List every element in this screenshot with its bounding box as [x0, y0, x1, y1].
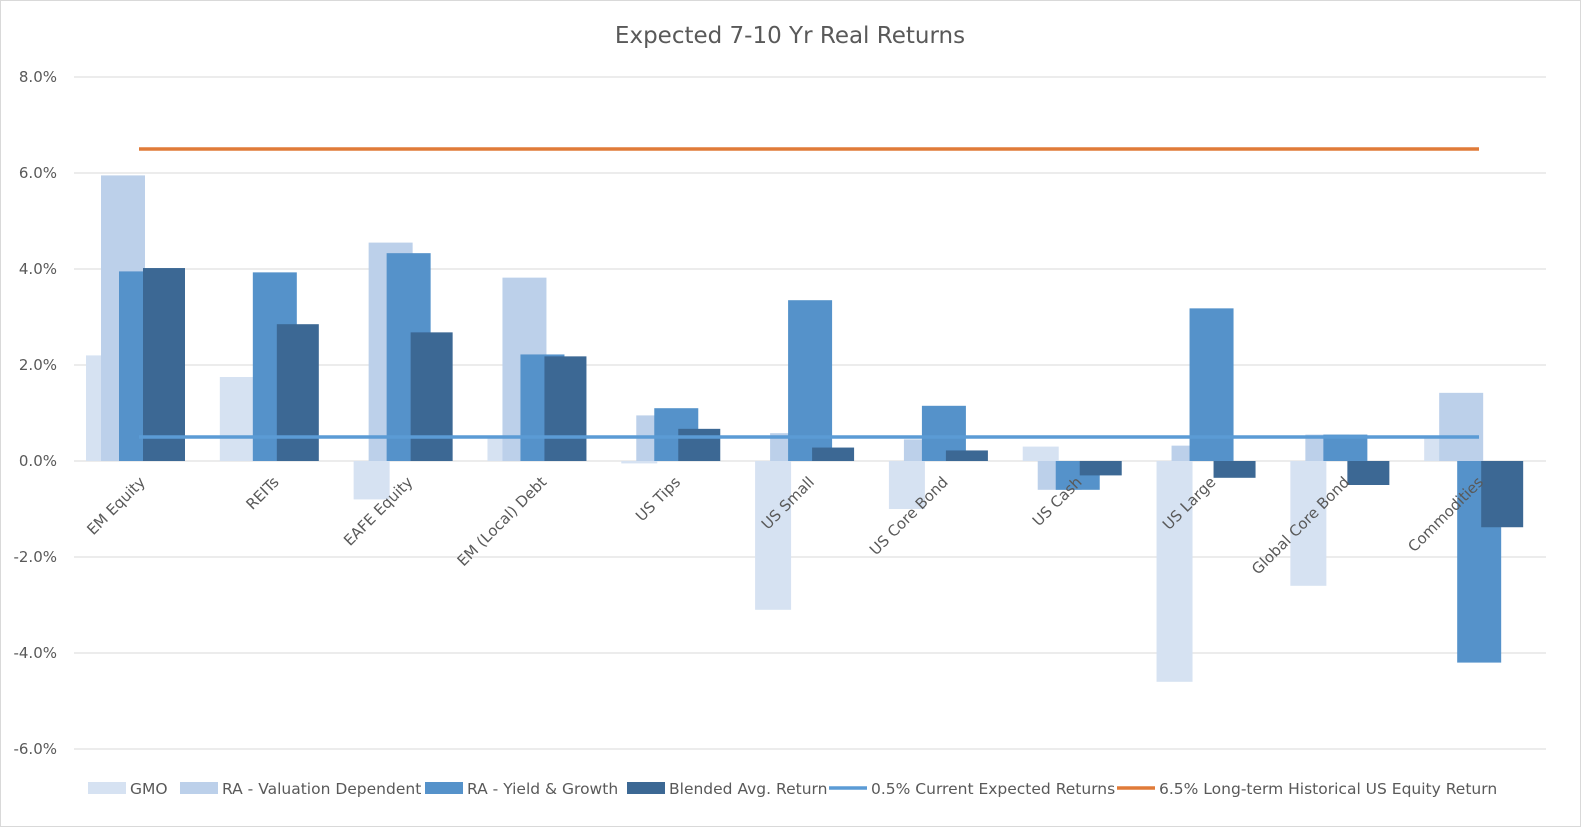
legend-item: 6.5% Long-term Historical US Equity Retu…	[1117, 780, 1497, 798]
y-tick-label: -2.0%	[13, 548, 57, 566]
legend: GMO RA - Valuation Dependent RA - Yield & …	[88, 780, 1497, 798]
x-tick-label: EM (Local) Debt	[454, 473, 551, 570]
legend-label: RA - Yield & Growth	[467, 780, 618, 798]
y-tick-label: 8.0%	[19, 68, 57, 86]
bar-gmo-global-core-bond	[1290, 461, 1327, 586]
bar-gmo-eafe-equity	[353, 461, 390, 500]
legend-item: Blended Avg. Return	[627, 780, 827, 798]
y-tick-label: 4.0%	[19, 260, 57, 278]
legend-label: 0.5% Current Expected Returns	[871, 780, 1115, 798]
legend-item: 0.5% Current Expected Returns	[829, 780, 1115, 798]
x-tick-label: US Tips	[632, 473, 684, 525]
legend-label: RA - Valuation Dependent	[222, 780, 421, 798]
legend-item: GMO	[88, 780, 168, 798]
bar-ra-yield-growth-global-core-bond	[1323, 434, 1368, 461]
bar-blended-avg-return-reits	[276, 324, 319, 461]
legend-label: 6.5% Long-term Historical US Equity Retu…	[1159, 780, 1497, 798]
bar-blended-avg-return-em-equity	[143, 268, 185, 461]
bar-gmo-us-core-bond	[888, 461, 925, 509]
chart-title: Expected 7-10 Yr Real Returns	[615, 23, 965, 49]
y-tick-label: 2.0%	[19, 356, 57, 374]
legend-swatch	[627, 782, 665, 794]
legend-label: Blended Avg. Return	[669, 780, 827, 798]
bar-gmo-reits	[219, 377, 256, 461]
reference-lines	[139, 147, 1479, 439]
bars	[86, 175, 1524, 682]
legend-item: RA - Yield & Growth	[425, 780, 618, 798]
bar-blended-avg-return-eafe-equity	[410, 332, 453, 461]
legend-swatch	[180, 782, 218, 794]
bar-gmo-us-large	[1156, 461, 1193, 682]
x-tick-label: EM Equity	[83, 473, 149, 539]
legend-swatch	[88, 782, 126, 794]
bar-blended-avg-return-us-tips	[678, 428, 721, 461]
bar-ra-valuation-dependent-commodities	[1439, 392, 1484, 461]
bar-gmo-us-tips	[621, 461, 658, 464]
bar-ra-yield-growth-us-small	[788, 300, 833, 461]
bar-blended-avg-return-us-core-bond	[945, 450, 988, 461]
bar-gmo-us-small	[755, 461, 792, 610]
y-tick-label: 6.0%	[19, 164, 57, 182]
y-tick-label: -6.0%	[13, 740, 57, 758]
bar-blended-avg-return-commodities	[1481, 461, 1524, 528]
legend-swatch	[425, 782, 463, 794]
bar-blended-avg-return-us-small	[812, 447, 855, 461]
bar-blended-avg-return-em-local-debt	[544, 356, 587, 461]
y-tick-label: 0.0%	[19, 452, 57, 470]
bar-gmo-us-cash	[1022, 446, 1059, 461]
bar-blended-avg-return-us-cash	[1079, 461, 1122, 476]
y-axis-ticks: -6.0% -4.0% -2.0% 0.0% 2.0% 4.0% 6.0% 8.0%	[13, 68, 57, 758]
legend-label: GMO	[130, 780, 168, 798]
bar-blended-avg-return-global-core-bond	[1347, 461, 1390, 485]
y-tick-label: -4.0%	[13, 644, 57, 662]
x-tick-label: REITs	[242, 473, 282, 513]
legend-item: RA - Valuation Dependent	[180, 780, 421, 798]
bar-blended-avg-return-us-large	[1213, 461, 1256, 478]
